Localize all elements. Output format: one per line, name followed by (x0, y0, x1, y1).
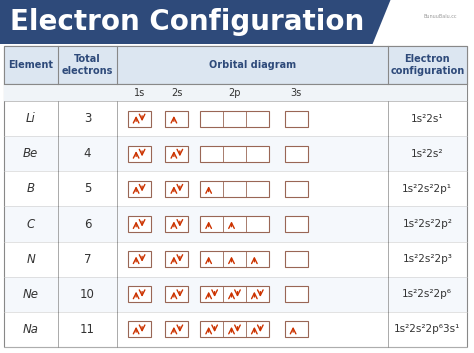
Text: 2s: 2s (171, 88, 182, 97)
Bar (200, 286, 269, 302)
Text: 7: 7 (84, 253, 91, 266)
Text: 1s²2s¹: 1s²2s¹ (411, 114, 444, 124)
Text: Be: Be (23, 147, 38, 160)
Bar (4, 136, 467, 171)
Bar (200, 146, 269, 162)
Text: Orbital diagram: Orbital diagram (209, 60, 296, 70)
Text: 1s: 1s (134, 88, 145, 97)
Text: 1s²2s²2p²: 1s²2s²2p² (402, 219, 452, 229)
Bar (165, 216, 188, 232)
Text: 1s²2s²2p¹: 1s²2s²2p¹ (402, 184, 452, 194)
Text: Total
electrons: Total electrons (62, 54, 113, 76)
Text: 3: 3 (84, 112, 91, 125)
Text: Element: Element (9, 60, 53, 70)
Text: 1s²2s²2p³: 1s²2s²2p³ (402, 254, 452, 264)
Bar (128, 322, 151, 337)
Bar (128, 146, 151, 162)
Text: 5: 5 (84, 183, 91, 195)
Text: 6: 6 (84, 217, 91, 231)
Bar (285, 181, 308, 197)
Bar (4, 46, 467, 84)
Text: 2p: 2p (228, 88, 241, 97)
Bar (4, 46, 467, 347)
Text: Li: Li (26, 112, 36, 125)
Text: Electron Configuration: Electron Configuration (10, 8, 364, 36)
Bar (4, 84, 467, 101)
Bar (4, 312, 467, 347)
Bar (128, 181, 151, 197)
Text: 1s²2s²: 1s²2s² (411, 149, 444, 159)
Text: N: N (27, 253, 35, 266)
Bar (165, 251, 188, 267)
Bar (165, 286, 188, 302)
Bar (4, 277, 467, 312)
Bar (165, 110, 188, 127)
Text: Electron
configuration: Electron configuration (390, 54, 465, 76)
Bar (200, 110, 269, 127)
Bar (285, 146, 308, 162)
Text: C: C (27, 217, 35, 231)
Bar (285, 286, 308, 302)
Text: BunuuBalu.cc: BunuuBalu.cc (423, 14, 457, 19)
Text: 4: 4 (84, 147, 91, 160)
Bar (4, 171, 467, 207)
Text: 1s²2s²2p⁶3s¹: 1s²2s²2p⁶3s¹ (394, 324, 460, 334)
Bar (165, 146, 188, 162)
Text: 1s²2s²2p⁶: 1s²2s²2p⁶ (402, 289, 452, 299)
Text: Ne: Ne (23, 288, 39, 301)
Polygon shape (0, 0, 391, 44)
Text: 10: 10 (80, 288, 95, 301)
Bar (128, 251, 151, 267)
Bar (285, 322, 308, 337)
Bar (285, 110, 308, 127)
Bar (200, 251, 269, 267)
Bar (4, 101, 467, 136)
Text: 11: 11 (80, 323, 95, 336)
Bar (285, 216, 308, 232)
Bar (4, 207, 467, 241)
Bar (200, 216, 269, 232)
Bar (4, 241, 467, 277)
Bar (200, 181, 269, 197)
Text: B: B (27, 183, 35, 195)
Bar (165, 322, 188, 337)
Bar (200, 322, 269, 337)
Bar (128, 216, 151, 232)
Bar (128, 110, 151, 127)
Bar (285, 251, 308, 267)
Text: Na: Na (23, 323, 39, 336)
Bar (128, 286, 151, 302)
Text: 3s: 3s (291, 88, 302, 97)
Bar (165, 181, 188, 197)
